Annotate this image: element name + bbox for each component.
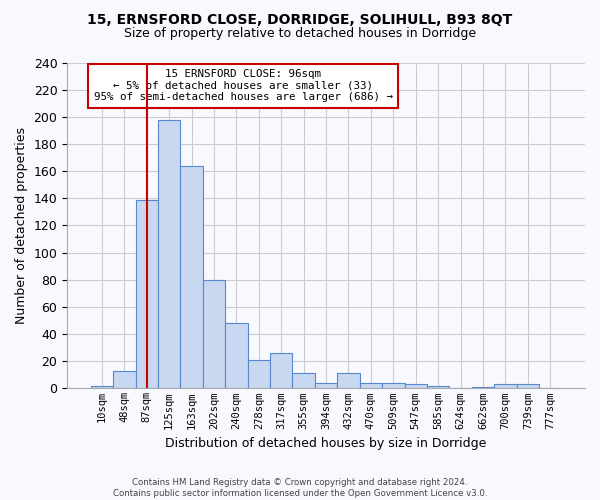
Bar: [517, 384, 539, 388]
Bar: [91, 386, 113, 388]
X-axis label: Distribution of detached houses by size in Dorridge: Distribution of detached houses by size …: [166, 437, 487, 450]
Bar: [248, 360, 270, 388]
Text: 15, ERNSFORD CLOSE, DORRIDGE, SOLIHULL, B93 8QT: 15, ERNSFORD CLOSE, DORRIDGE, SOLIHULL, …: [88, 12, 512, 26]
Bar: [181, 166, 203, 388]
Bar: [203, 280, 225, 388]
Bar: [382, 383, 404, 388]
Bar: [158, 120, 181, 388]
Y-axis label: Number of detached properties: Number of detached properties: [15, 127, 28, 324]
Bar: [427, 386, 449, 388]
Bar: [315, 383, 337, 388]
Bar: [292, 374, 315, 388]
Text: 15 ERNSFORD CLOSE: 96sqm
← 5% of detached houses are smaller (33)
95% of semi-de: 15 ERNSFORD CLOSE: 96sqm ← 5% of detache…: [94, 69, 393, 102]
Bar: [225, 323, 248, 388]
Bar: [337, 374, 360, 388]
Bar: [113, 370, 136, 388]
Bar: [472, 387, 494, 388]
Bar: [270, 353, 292, 388]
Bar: [404, 384, 427, 388]
Text: Contains HM Land Registry data © Crown copyright and database right 2024.
Contai: Contains HM Land Registry data © Crown c…: [113, 478, 487, 498]
Bar: [494, 384, 517, 388]
Text: Size of property relative to detached houses in Dorridge: Size of property relative to detached ho…: [124, 28, 476, 40]
Bar: [136, 200, 158, 388]
Bar: [360, 383, 382, 388]
